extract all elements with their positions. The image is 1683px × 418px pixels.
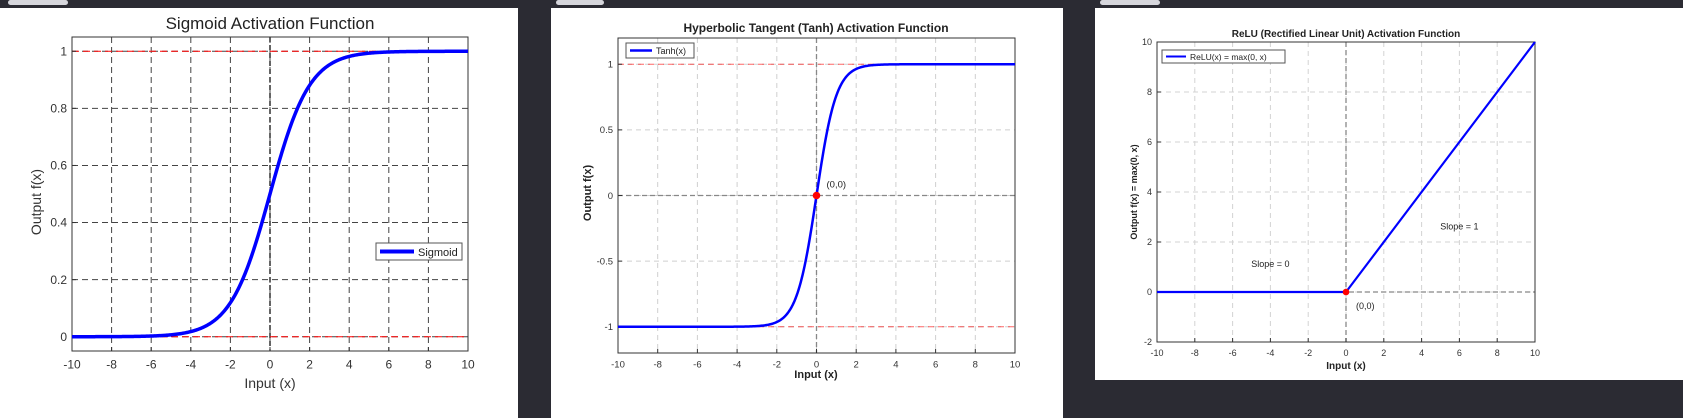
x-tick-label: 0 [814, 360, 819, 371]
relu-chart-panel: ReLU (Rectified Linear Unit) Activation … [1095, 8, 1683, 380]
x-tick-label: 2 [854, 360, 859, 371]
y-tick-label: 1 [608, 60, 613, 71]
y-axis-label: Output f(x) [582, 165, 594, 222]
x-tick-label: -8 [106, 358, 117, 372]
x-tick-label: -6 [693, 360, 701, 371]
x-tick-label: 4 [1419, 348, 1424, 358]
x-tick-label: -10 [611, 360, 625, 371]
legend: Tanh(x) [625, 42, 695, 59]
y-tick-label: 0 [60, 330, 67, 344]
x-tick-label: -4 [185, 358, 196, 372]
x-tick-label: 4 [893, 360, 898, 371]
legend-box [625, 42, 695, 59]
x-tick-label: 0 [267, 358, 274, 372]
x-tick-label: 6 [933, 360, 938, 371]
y-tick-label: 4 [1147, 187, 1152, 197]
x-tick-label: -6 [1229, 348, 1237, 358]
legend: Sigmoid [375, 242, 463, 261]
x-tick-label: -8 [1191, 348, 1199, 358]
legend-box [1161, 49, 1286, 64]
x-tick-label: 10 [1010, 360, 1021, 371]
chart-title: Sigmoid Activation Function [166, 14, 375, 33]
x-tick-label: -10 [63, 358, 81, 372]
origin-point [812, 191, 821, 200]
y-tick-label: 0 [608, 191, 613, 202]
point-label: (0,0) [827, 180, 847, 191]
origin-point [1342, 288, 1350, 296]
x-tick-label: 4 [346, 358, 353, 372]
x-tick-label: 10 [461, 358, 475, 372]
sigmoid-chart-panel: Sigmoid Activation Function -10 -8 -6 -4 -2 0… [0, 8, 518, 418]
legend-label: ReLU(x) = max(0, x) [1190, 52, 1267, 62]
legend-label: Tanh(x) [656, 46, 686, 56]
x-tick-label: 2 [306, 358, 313, 372]
y-tick-label: 10 [1142, 37, 1152, 47]
y-tick-label: 0.8 [50, 102, 67, 116]
x-tick-label: 10 [1530, 348, 1540, 358]
x-tick-label: 8 [973, 360, 978, 371]
x-tick-label: 8 [1495, 348, 1500, 358]
relu-chart: ReLU (Rectified Linear Unit) Activation … [1129, 29, 1540, 372]
y-tick-label: 0.6 [50, 159, 67, 173]
x-tick-label: 8 [425, 358, 432, 372]
chart-title: ReLU (Rectified Linear Unit) Activation … [1232, 29, 1461, 40]
x-tick-label: -10 [1150, 348, 1163, 358]
x-axis-label: Input (x) [1326, 361, 1365, 372]
legend: ReLU(x) = max(0, x) [1161, 49, 1286, 64]
y-axis-label: Output f(x) = max(0, x) [1129, 144, 1139, 239]
sigmoid-chart: Sigmoid Activation Function -10 -8 -6 -4 -2 0… [28, 14, 475, 391]
slope-annotation: Slope = 1 [1440, 222, 1478, 232]
y-tick-label: -0.5 [597, 256, 613, 267]
x-tick-label: 6 [385, 358, 392, 372]
point-label: (0,0) [1356, 301, 1375, 311]
x-tick-label: 0 [1343, 348, 1348, 358]
y-tick-label: 0.4 [50, 216, 67, 230]
y-tick-label: 8 [1147, 87, 1152, 97]
x-tick-label: 6 [1457, 348, 1462, 358]
x-tick-label: -8 [653, 360, 661, 371]
x-axis-label: Input (x) [244, 375, 295, 391]
y-tick-label: 2 [1147, 237, 1152, 247]
legend-box [375, 242, 463, 261]
y-tick-label: 6 [1147, 137, 1152, 147]
y-axis-label: Output f(x) [28, 169, 44, 235]
y-tick-label: 0.2 [50, 273, 67, 287]
x-tick-label: 2 [1381, 348, 1386, 358]
x-tick-label: -4 [733, 360, 741, 371]
legend-label: Sigmoid [418, 247, 458, 259]
x-tick-label: -2 [225, 358, 236, 372]
series-line [71, 49, 469, 339]
tanh-chart-panel: Hyperbolic Tangent (Tanh) Activation Fun… [551, 8, 1063, 418]
tanh-chart: Hyperbolic Tangent (Tanh) Activation Fun… [582, 21, 1021, 381]
chart-title: Hyperbolic Tangent (Tanh) Activation Fun… [683, 21, 948, 35]
x-axis-label: Input (x) [794, 369, 838, 381]
x-tick-label: -6 [146, 358, 157, 372]
x-tick-label: -4 [1266, 348, 1274, 358]
y-tick-label: -2 [1144, 337, 1152, 347]
y-tick-label: 0.5 [600, 125, 613, 136]
y-tick-label: 1 [60, 44, 67, 58]
y-tick-label: -1 [605, 322, 613, 333]
x-tick-label: -2 [1304, 348, 1312, 358]
y-tick-label: 0 [1147, 287, 1152, 297]
slope-annotation: Slope = 0 [1251, 259, 1289, 269]
x-tick-label: -2 [773, 360, 781, 371]
